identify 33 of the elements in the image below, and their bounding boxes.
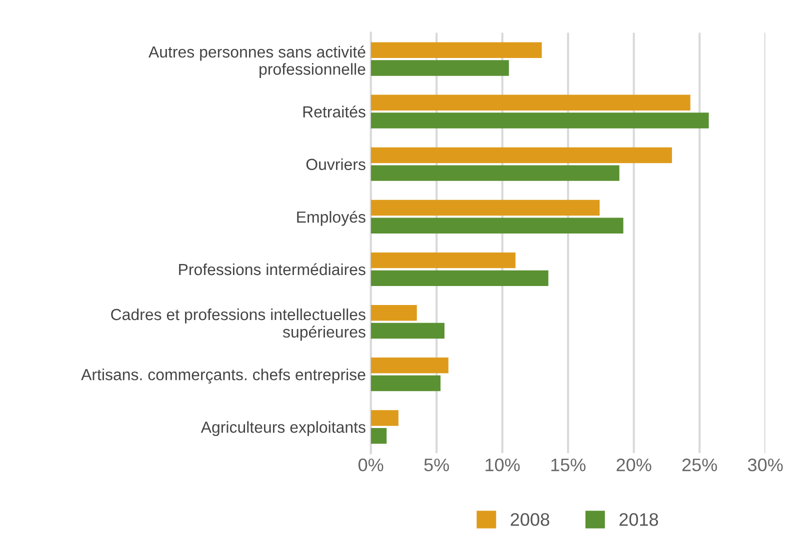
y-tick-label: Autres personnes sans activité professionnelle xyxy=(148,46,366,78)
bar xyxy=(370,147,672,164)
bar xyxy=(370,112,709,128)
bar xyxy=(370,270,548,286)
legend-label: 2008 xyxy=(510,513,550,526)
y-tick-label: Cadres et professions intellectuelles supérieures xyxy=(111,308,366,341)
y-tick-label: Retraités xyxy=(303,106,366,118)
legend-label: 2018 xyxy=(620,513,658,526)
bar xyxy=(370,410,398,426)
x-tick-label: 10% xyxy=(486,458,520,472)
bar xyxy=(370,322,444,339)
x-tick-label: 15% xyxy=(551,458,586,472)
y-tick-label: Ouvriers xyxy=(306,158,366,170)
y-tick-label: Professions intermédiaires xyxy=(179,263,366,276)
y-tick-label: Employés xyxy=(297,210,366,226)
bar xyxy=(370,200,600,216)
bar xyxy=(370,165,620,181)
x-tick-label: 0% xyxy=(358,458,384,472)
bar xyxy=(370,428,387,444)
bar xyxy=(370,218,624,234)
bar xyxy=(370,42,542,58)
bar xyxy=(370,94,690,111)
bar xyxy=(370,60,509,76)
bar xyxy=(370,375,441,392)
y-tick-label: Agriculteurs exploitants xyxy=(200,421,366,436)
y-tick-label: Artisans. commerçants. chefs entreprise xyxy=(81,368,366,384)
bar xyxy=(370,305,417,321)
bar xyxy=(370,358,448,374)
x-tick-label: 5% xyxy=(424,458,449,472)
x-tick-label: 30% xyxy=(748,458,783,472)
bar xyxy=(370,252,516,268)
x-tick-label: 20% xyxy=(616,458,652,472)
x-tick-label: 25% xyxy=(682,458,718,472)
